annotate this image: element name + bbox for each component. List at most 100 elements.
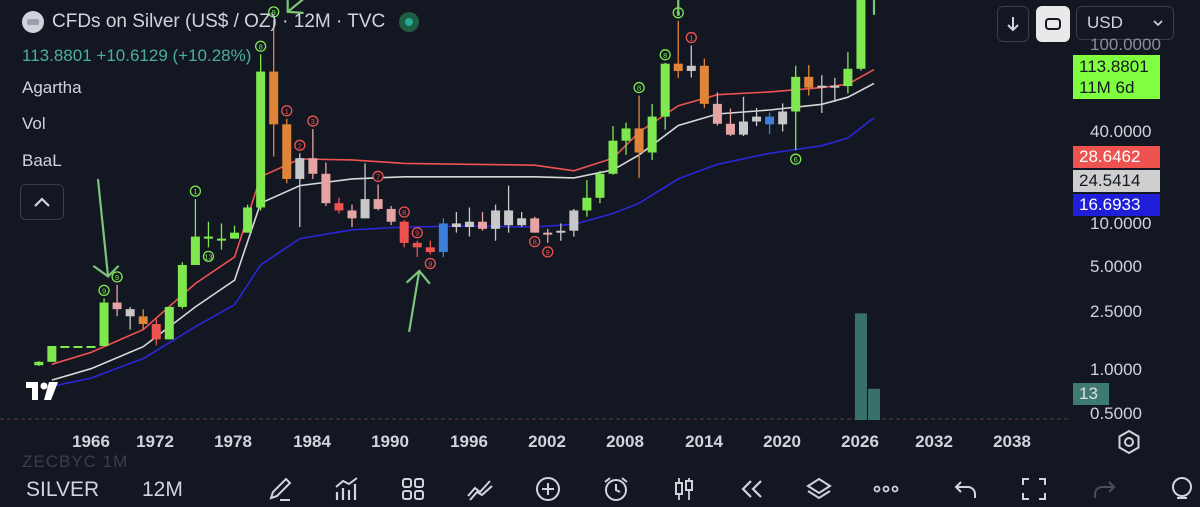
annotation-arrow	[406, 269, 431, 333]
fit-screen-icon	[1045, 18, 1061, 30]
market-status-icon	[399, 12, 420, 32]
redo-icon[interactable]	[1090, 476, 1118, 502]
x-axis-label: 1972	[136, 432, 174, 451]
candle-body	[830, 85, 840, 88]
idea-icon[interactable]	[1164, 476, 1200, 502]
count-marker	[398, 206, 410, 218]
count-marker	[424, 257, 436, 270]
replay-icon[interactable]	[738, 476, 766, 502]
count-marker	[411, 227, 423, 239]
count-marker	[659, 49, 671, 61]
volume-tag: 13	[1073, 383, 1109, 405]
volume-bar	[868, 388, 880, 420]
candle-body	[73, 345, 83, 348]
arrow-down-icon	[1007, 17, 1019, 32]
candle-body	[556, 230, 566, 233]
candles-icon[interactable]	[670, 476, 698, 502]
bottom-toolbar: SILVER 12M	[0, 470, 1200, 507]
candle-body	[712, 103, 722, 124]
bar-countdown: 11M 6d	[1079, 78, 1135, 97]
collapse-indicators-button[interactable]	[20, 184, 64, 220]
moving-average-line	[51, 68, 875, 366]
count-marker-label: 1	[689, 34, 693, 43]
annotation-arrow	[286, 0, 304, 15]
candle-body	[308, 158, 318, 174]
candle-body	[217, 238, 226, 241]
x-axis-label: 2038	[993, 432, 1031, 451]
candle-body	[478, 221, 487, 229]
count-marker	[281, 105, 293, 117]
candle-body	[765, 116, 775, 125]
candle-body	[856, 0, 866, 69]
interval-button[interactable]: 12M	[142, 478, 183, 501]
currency-value: USD	[1087, 13, 1123, 32]
more-options-icon[interactable]	[872, 476, 900, 502]
compare-icon[interactable]	[466, 476, 494, 502]
candle-body	[412, 242, 422, 248]
y-axis-label: 10.0000	[1090, 214, 1152, 233]
candle-body	[138, 316, 148, 325]
count-marker-label: 6	[794, 155, 798, 164]
candle-body	[778, 111, 788, 125]
candle-body	[791, 76, 801, 112]
candle-body	[686, 65, 696, 71]
moving-average-line	[51, 82, 875, 381]
candle-body	[843, 68, 853, 87]
candle-body	[621, 128, 631, 141]
candle-body	[673, 63, 683, 71]
candle-body	[804, 76, 814, 88]
count-marker-label: 9	[428, 259, 432, 268]
candle-body	[595, 173, 605, 198]
candle-body	[230, 232, 240, 239]
candle-body	[752, 116, 762, 122]
count-marker	[529, 235, 541, 248]
indicator-vol[interactable]: Vol	[22, 114, 46, 133]
indicators-icon[interactable]	[333, 476, 361, 502]
x-axis-label: 1990	[371, 432, 409, 451]
count-marker-label: 2	[298, 141, 302, 150]
candle-body	[47, 345, 57, 362]
chevron-up-icon	[34, 197, 50, 207]
count-marker	[189, 185, 202, 197]
undo-icon[interactable]	[952, 476, 980, 502]
count-marker	[790, 153, 802, 165]
count-marker-label: 8	[637, 84, 641, 93]
grid-icon[interactable]	[399, 476, 427, 502]
count-marker	[268, 6, 280, 18]
candle-body	[295, 158, 305, 179]
alarm-clock-icon[interactable]	[602, 476, 630, 502]
annotation-arrow	[677, 0, 680, 16]
annotation-arrow	[92, 178, 120, 278]
symbol-button[interactable]: SILVER	[26, 478, 100, 501]
scroll-to-latest-button[interactable]	[997, 6, 1029, 42]
candle-body	[438, 223, 448, 253]
count-marker-label: 1	[193, 187, 197, 196]
add-icon[interactable]	[534, 476, 562, 502]
indicator-agartha[interactable]: Agartha	[22, 78, 82, 97]
auto-scale-button[interactable]	[1036, 6, 1070, 42]
chevron-down-icon	[1153, 19, 1163, 26]
currency-select[interactable]: USD	[1076, 6, 1174, 40]
candle-body	[399, 221, 409, 243]
count-marker	[254, 40, 267, 52]
draw-pen-icon[interactable]	[266, 476, 294, 502]
chart-settings-icon[interactable]	[1116, 429, 1142, 455]
candle-body	[99, 302, 109, 346]
candle-body	[451, 223, 461, 228]
candle-body	[190, 236, 200, 265]
fullscreen-icon[interactable]	[1020, 476, 1048, 502]
tradingview-logo-slash	[44, 382, 58, 400]
count-marker-label: 9	[415, 229, 419, 238]
layers-icon[interactable]	[805, 476, 833, 502]
last-price-tag: 113.8801 11M 6d	[1073, 55, 1160, 99]
count-marker	[685, 31, 697, 44]
indicator-baal[interactable]: BaaL	[22, 151, 62, 170]
count-marker	[111, 271, 123, 283]
candle-body	[517, 218, 527, 226]
candle-body	[660, 63, 670, 117]
symbol-title[interactable]: CFDs on Silver (US$ / OZ) · 12M · TVC	[52, 11, 386, 32]
price-readout: 113.8801 +10.6129 (+10.28%)	[22, 46, 251, 66]
candle-body	[243, 207, 253, 233]
candle-body	[725, 123, 735, 135]
